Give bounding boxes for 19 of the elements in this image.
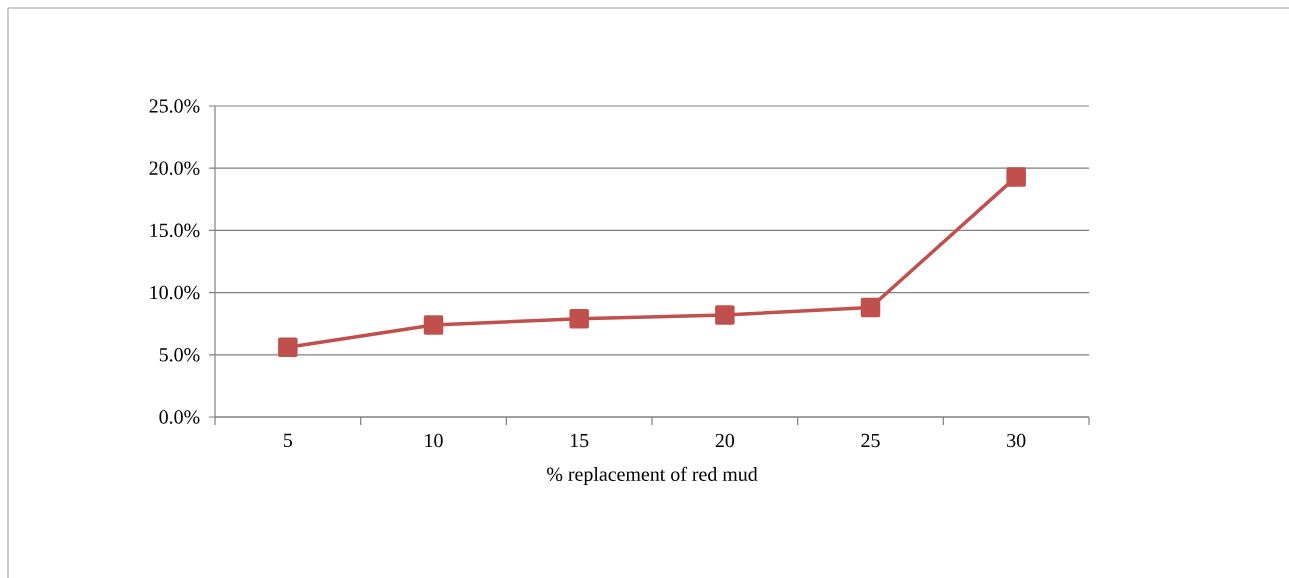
point bbox=[715, 305, 735, 325]
point bbox=[1006, 167, 1026, 187]
y-tick-label: 10.0% bbox=[150, 285, 200, 300]
point bbox=[423, 315, 444, 335]
y-tick-label: 15.0% bbox=[150, 223, 200, 238]
point bbox=[278, 337, 298, 358]
x-tick-label: 10 bbox=[425, 433, 443, 448]
y-tick-label: 25.0% bbox=[149, 99, 200, 113]
y-tick-label: 5.0% bbox=[159, 348, 200, 362]
point bbox=[860, 297, 881, 318]
x-tick-label: 25 bbox=[861, 433, 880, 448]
x-tick-label: 30 bbox=[1007, 433, 1026, 448]
x-tick-label: 5 bbox=[284, 433, 293, 448]
point bbox=[569, 308, 589, 329]
y-tick-label: 20.0% bbox=[149, 161, 200, 175]
y-tick-label: 0.0% bbox=[159, 410, 200, 424]
x-tick-label: 15 bbox=[570, 433, 589, 448]
x-tick-label: 20 bbox=[715, 433, 735, 448]
x-axis-title: % replacement of red mud bbox=[547, 466, 758, 486]
